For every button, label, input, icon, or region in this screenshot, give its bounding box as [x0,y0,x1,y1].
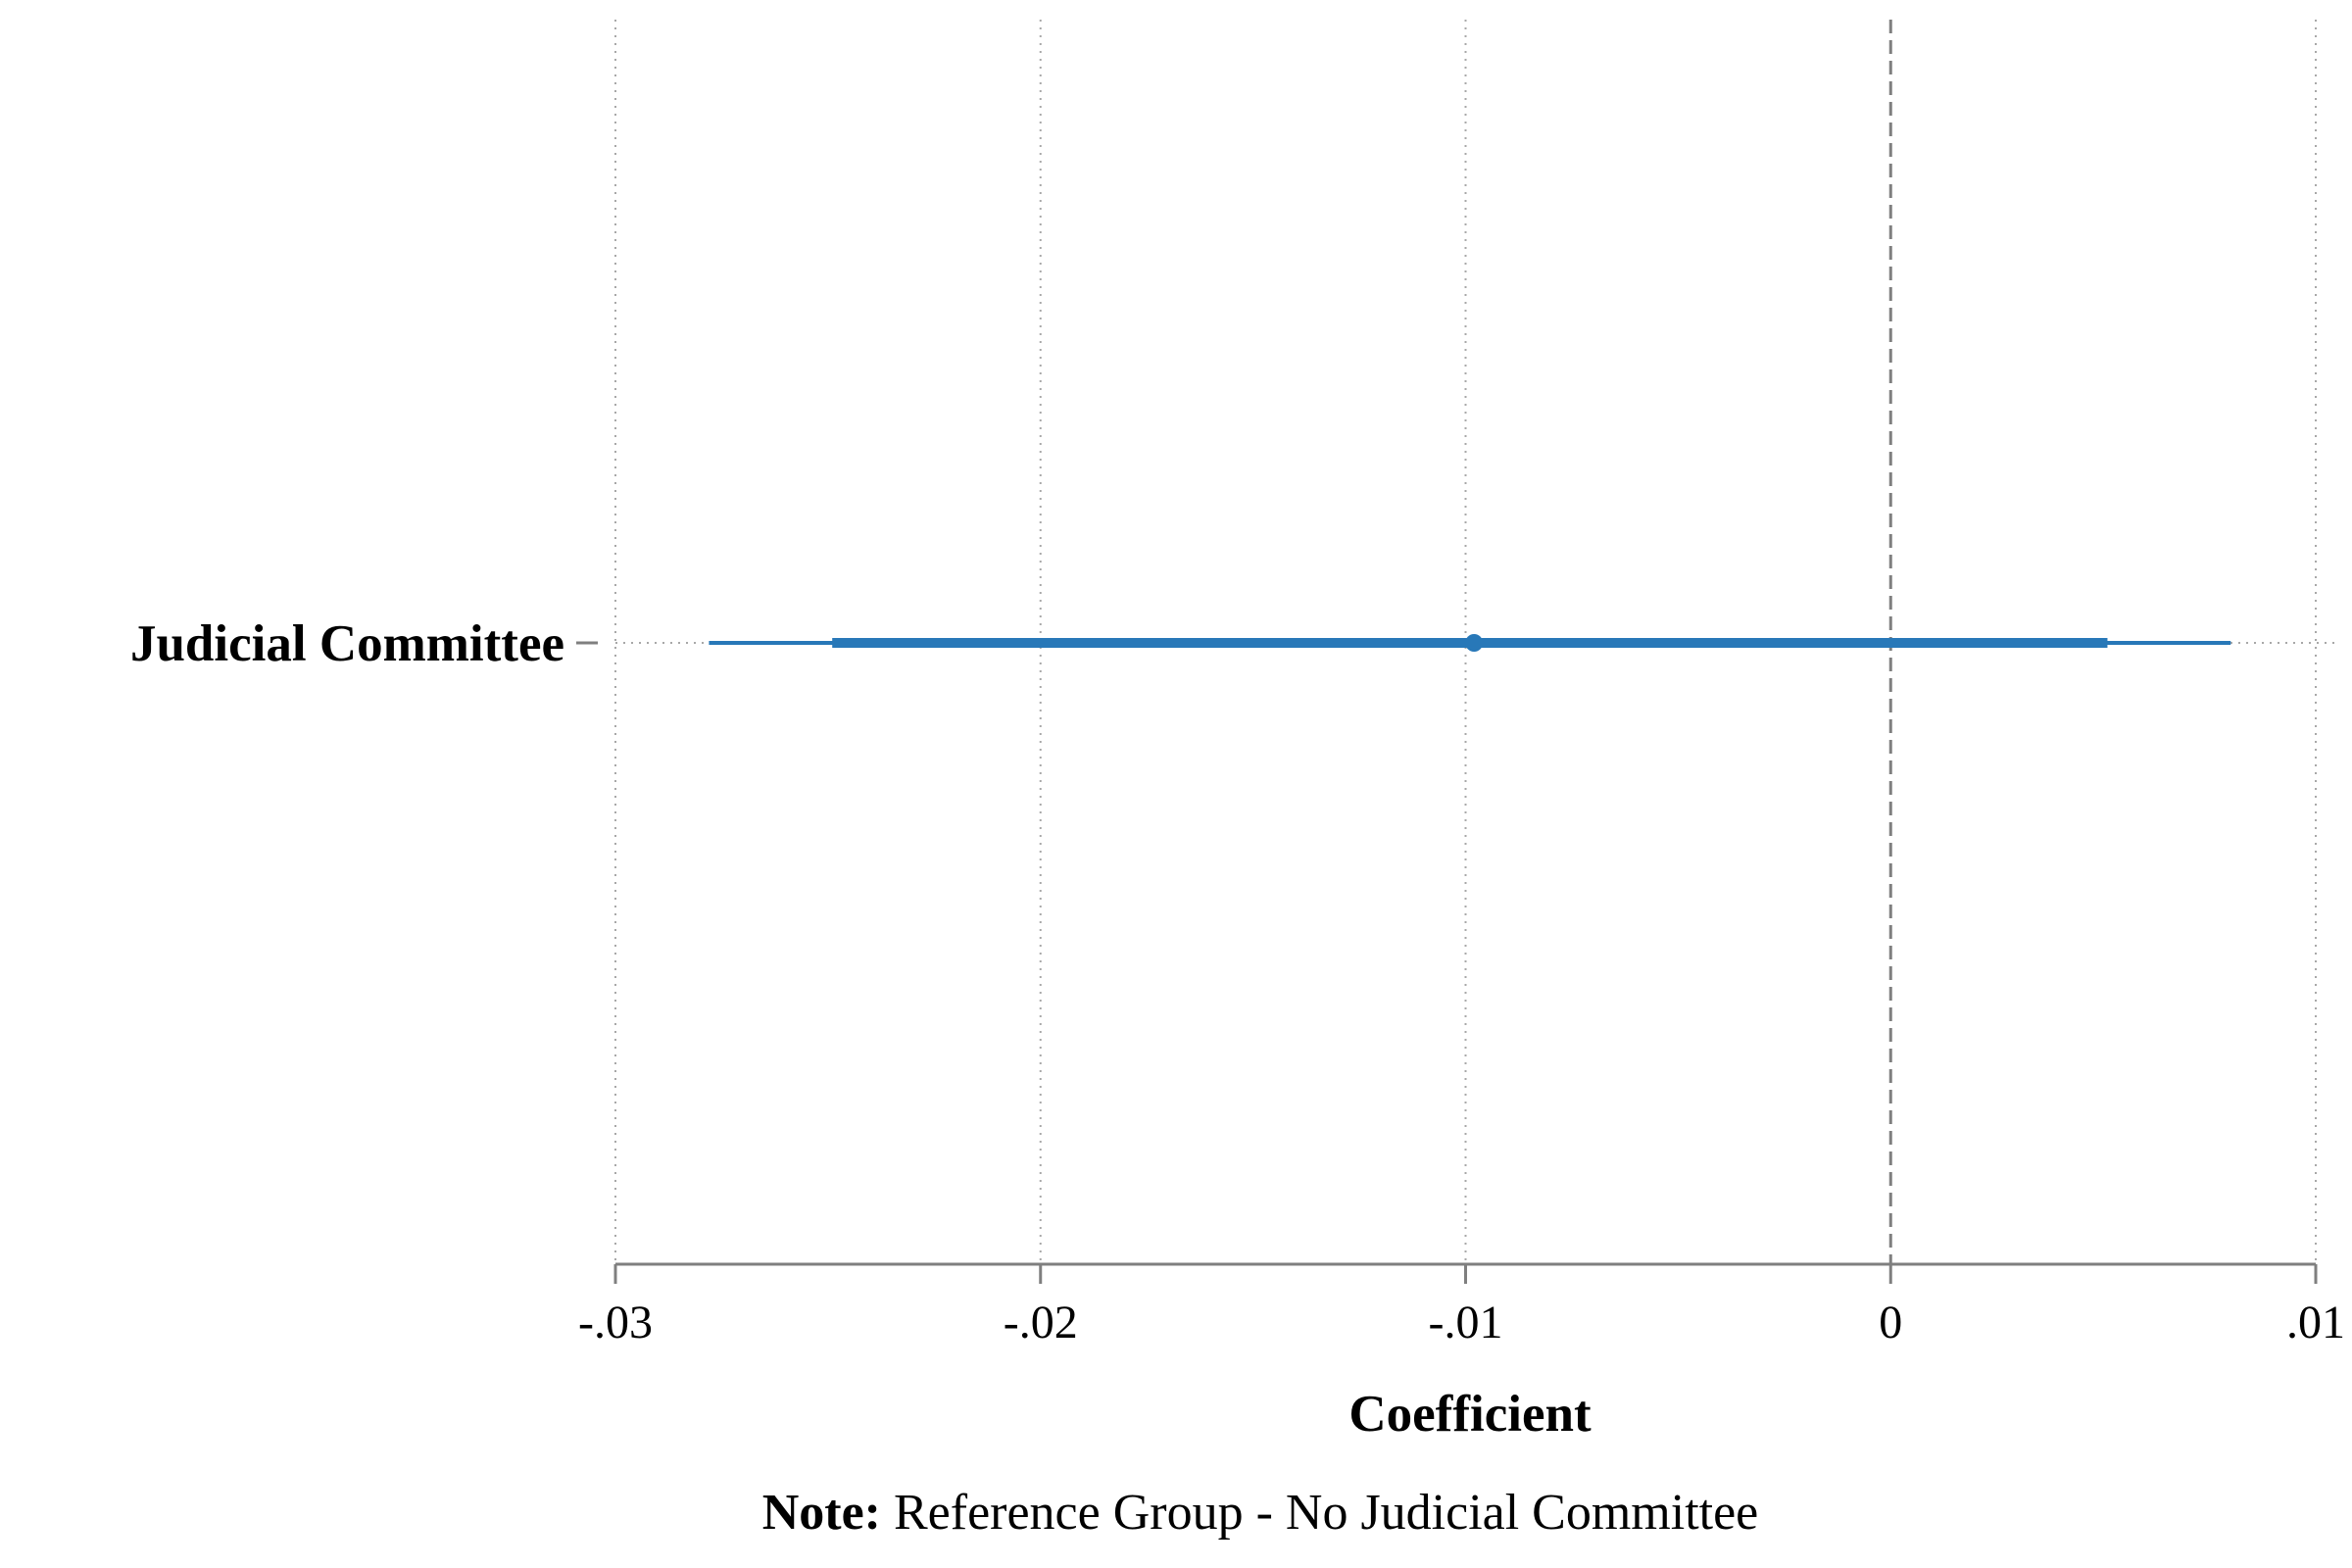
series-group: Judicial Committee [130,615,2231,672]
x-tick-label: .01 [2286,1297,2345,1348]
x-axis-title: Coefficient [1348,1386,1592,1443]
x-axis: -.03 -.02 -.01 0 .01 [578,1262,2345,1348]
x-tick-label: -.03 [578,1297,653,1348]
x-tick-label: -.02 [1004,1297,1078,1348]
x-tick-label: 0 [1879,1297,1902,1348]
point-estimate [1465,634,1484,652]
chart-note-label: Note: [762,1485,881,1541]
x-tick-label: -.01 [1429,1297,1503,1348]
category-label: Judicial Committee [130,615,564,672]
chart-note: Note: Reference Group - No Judicial Comm… [762,1485,1759,1541]
chart-note-text: Reference Group - No Judicial Committee [881,1485,1758,1541]
